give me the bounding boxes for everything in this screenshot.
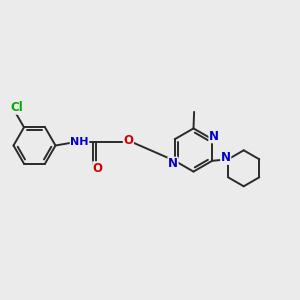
Text: NH: NH	[70, 136, 89, 147]
Text: N: N	[209, 130, 219, 143]
Text: N: N	[168, 157, 178, 170]
Text: O: O	[123, 134, 134, 148]
Text: Cl: Cl	[10, 101, 23, 114]
Text: O: O	[93, 162, 103, 175]
Text: N: N	[221, 151, 231, 164]
